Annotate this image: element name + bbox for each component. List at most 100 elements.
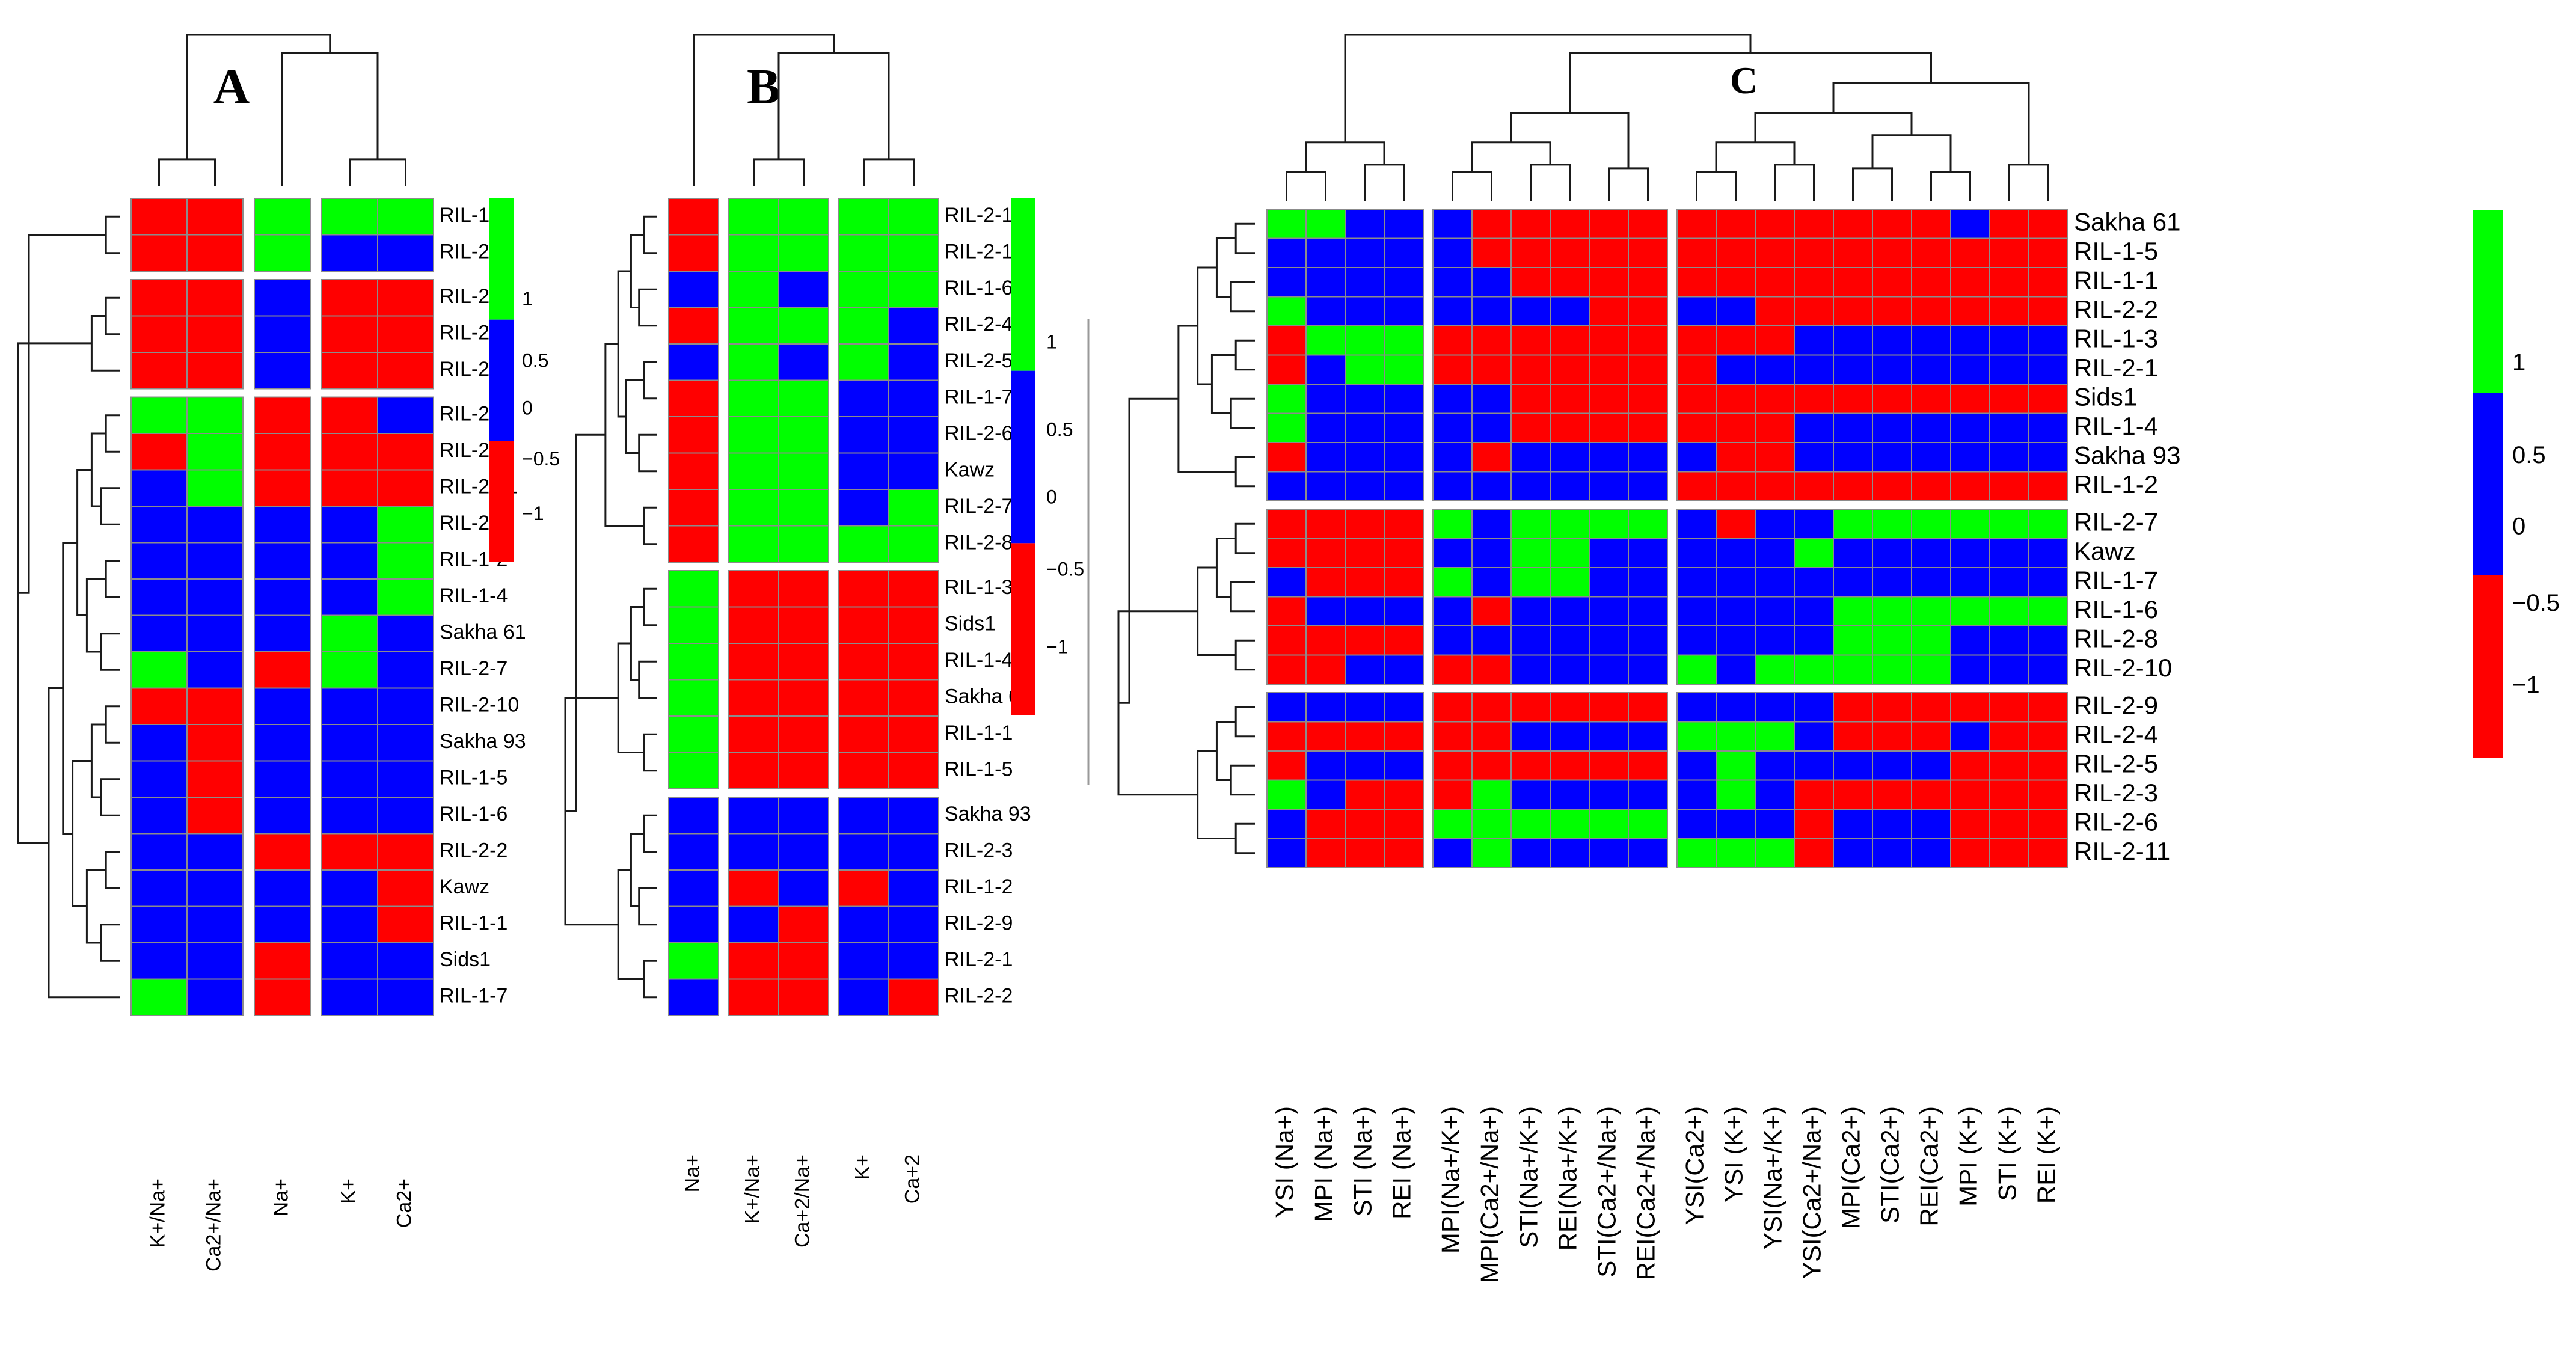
heatmap-cell bbox=[1589, 692, 1629, 723]
heatmap-cell bbox=[254, 905, 311, 943]
heatmap-cell bbox=[130, 578, 188, 616]
heatmap-cell bbox=[1345, 384, 1385, 414]
col-label-na: Na+ bbox=[681, 1154, 704, 1192]
heatmap-cell bbox=[1833, 237, 1873, 268]
heatmap-cell bbox=[888, 715, 939, 753]
heatmap-cell bbox=[254, 198, 311, 236]
heatmap-cell bbox=[1755, 296, 1795, 326]
heatmap-cell bbox=[1384, 412, 1424, 443]
row-label-ril-1-7: RIL-1-7 bbox=[440, 985, 508, 1008]
legend-tick-label: −0.5 bbox=[2512, 590, 2560, 616]
heatmap-cell bbox=[1950, 237, 1990, 268]
col-label-rei-ca2-na: REI(Ca2+/Na+) bbox=[1632, 1106, 1660, 1280]
legend-tick-label: 0 bbox=[522, 397, 533, 418]
heatmap-cell bbox=[1345, 809, 1385, 839]
row-dendrogram-branch bbox=[643, 814, 657, 853]
row-label-ril-2-10: RIL-2-10 bbox=[440, 694, 519, 717]
heatmap-cell bbox=[888, 679, 939, 717]
row-dendrogram-branch bbox=[105, 560, 120, 598]
heatmap-cell bbox=[186, 797, 244, 835]
heatmap-cell bbox=[668, 833, 719, 871]
color-legend: 1 0.5 0 −0.5 −1 bbox=[489, 198, 560, 562]
heatmap-cell bbox=[377, 578, 434, 616]
heatmap-cell bbox=[1755, 442, 1795, 473]
heatmap-cell bbox=[377, 279, 434, 317]
heatmap-cell bbox=[1716, 750, 1756, 781]
heatmap-cell bbox=[1833, 354, 1873, 385]
heatmap-cell bbox=[838, 606, 889, 644]
heatmap-cell bbox=[1266, 412, 1307, 443]
heatmap-cell bbox=[321, 724, 378, 762]
heatmap-cell bbox=[1305, 471, 1346, 501]
heatmap-cell bbox=[838, 416, 889, 454]
col-label-mpi-ca2: MPI(Ca2+) bbox=[1837, 1106, 1865, 1229]
heatmap-cell bbox=[1345, 654, 1385, 685]
heatmap-cell bbox=[1432, 779, 1473, 810]
heatmap-cell bbox=[1305, 354, 1346, 385]
heatmap-cell bbox=[1716, 384, 1756, 414]
heatmap-cell bbox=[1833, 442, 1873, 473]
heatmap-cell bbox=[838, 271, 889, 308]
heatmap-cell bbox=[728, 606, 779, 644]
heatmap-cell bbox=[1305, 325, 1346, 356]
heatmap-cell bbox=[377, 797, 434, 835]
heatmap-cell bbox=[838, 343, 889, 381]
heatmap-cell bbox=[2028, 721, 2068, 752]
heatmap-cell bbox=[1911, 442, 1951, 473]
heatmap-cell bbox=[1950, 750, 1990, 781]
heatmap-cell bbox=[668, 679, 719, 717]
heatmap-cell bbox=[254, 578, 311, 616]
heatmap-cell bbox=[728, 307, 779, 345]
heatmap-cell bbox=[888, 452, 939, 490]
heatmap-cell bbox=[1550, 354, 1590, 385]
row-dendrogram-branch bbox=[85, 869, 106, 944]
row-label-ril-1-5: RIL-1-5 bbox=[440, 767, 508, 789]
col-label-ysi-ca2: YSI(Ca2+) bbox=[1681, 1106, 1709, 1225]
heatmap-cell bbox=[2028, 838, 2068, 868]
heatmap-cell bbox=[1911, 509, 1951, 539]
heatmap-cell bbox=[1266, 538, 1307, 568]
heatmap-cell bbox=[1628, 838, 1668, 868]
row-dendrogram-branch bbox=[1234, 822, 1255, 854]
heatmap-cell bbox=[1266, 267, 1307, 298]
heatmap-cell bbox=[1266, 325, 1307, 356]
heatmap-cell bbox=[130, 469, 188, 507]
row-label-ril-2-7: RIL-2-7 bbox=[440, 657, 508, 680]
heatmap-cell bbox=[1510, 750, 1551, 781]
col-dendrogram-branch bbox=[693, 34, 835, 186]
heatmap-cell bbox=[1989, 779, 2029, 810]
legend-swatch bbox=[489, 319, 514, 441]
heatmap-cell bbox=[1833, 750, 1873, 781]
heatmap-cell bbox=[2028, 750, 2068, 781]
heatmap-cell bbox=[888, 643, 939, 681]
heatmap-cell bbox=[1432, 625, 1473, 656]
col-dendrogram-branch bbox=[1871, 134, 1952, 172]
col-dendrogram-branch bbox=[186, 34, 331, 159]
heatmap-cell bbox=[1589, 471, 1629, 501]
row-dendrogram-branch bbox=[1118, 397, 1179, 704]
heatmap-cell bbox=[1676, 779, 1717, 810]
heatmap-cell bbox=[1676, 237, 1717, 268]
row-dendrogram-branch bbox=[1234, 706, 1255, 738]
heatmap-cell bbox=[1266, 692, 1307, 723]
heatmap-cell bbox=[377, 315, 434, 353]
heatmap-cell bbox=[254, 651, 311, 689]
color-legend: 1 0.5 0 −0.5 −1 bbox=[1011, 198, 1084, 715]
heatmap-cell bbox=[888, 234, 939, 272]
heatmap-cell bbox=[1911, 384, 1951, 414]
heatmap-cell bbox=[1950, 809, 1990, 839]
heatmap-cell bbox=[130, 905, 188, 943]
heatmap-cell bbox=[1676, 412, 1717, 443]
row-dendrogram-branch bbox=[1215, 721, 1236, 781]
heatmap-cell bbox=[1510, 625, 1551, 656]
heatmap-cell bbox=[254, 234, 311, 272]
col-dendrogram-branch bbox=[2008, 164, 2049, 201]
heatmap-cell bbox=[1911, 750, 1951, 781]
heatmap-cell bbox=[1510, 596, 1551, 626]
heatmap-cell bbox=[728, 525, 779, 563]
heatmap-cell bbox=[728, 379, 779, 417]
heatmap-cell bbox=[1989, 296, 2029, 326]
heatmap-cell bbox=[778, 606, 829, 644]
heatmap-cell bbox=[668, 643, 719, 681]
heatmap-cell bbox=[1755, 596, 1795, 626]
